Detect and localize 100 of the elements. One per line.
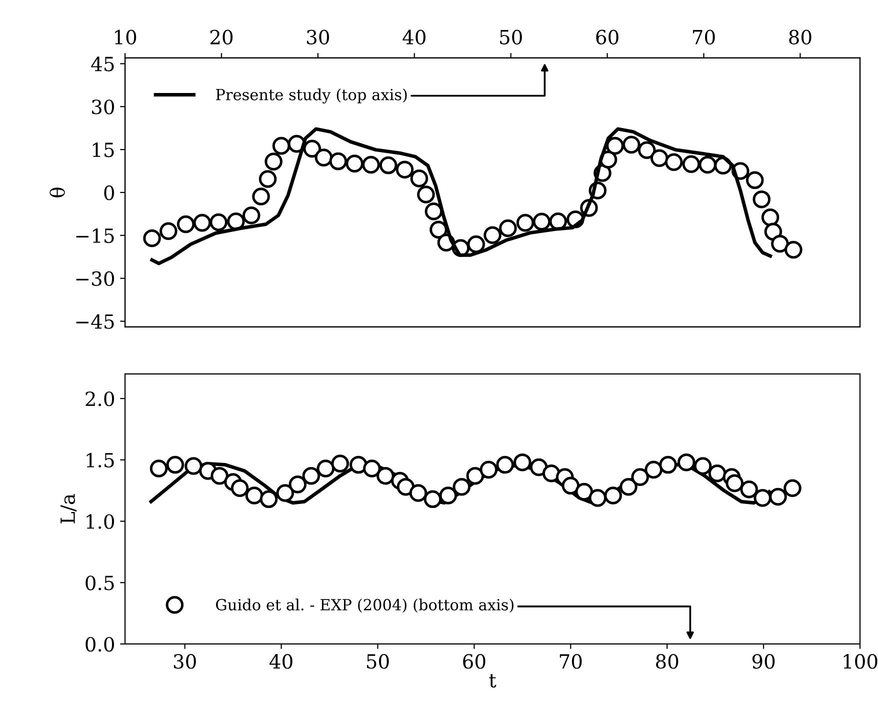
point bbox=[410, 170, 428, 188]
point bbox=[530, 458, 548, 476]
x-tick-label: 80 bbox=[656, 654, 678, 669]
y-tick-label: −15 bbox=[76, 228, 114, 244]
point bbox=[302, 466, 320, 485]
x-tick-label: 40 bbox=[270, 654, 292, 669]
y-tick-label: 30 bbox=[92, 100, 114, 114]
x-tick-label: 60 bbox=[463, 654, 486, 669]
point bbox=[516, 214, 534, 232]
point bbox=[752, 190, 771, 208]
point bbox=[650, 149, 668, 168]
point bbox=[499, 219, 517, 238]
point bbox=[480, 460, 498, 479]
y-axis-title: L/a bbox=[60, 494, 77, 524]
point bbox=[245, 486, 264, 504]
point bbox=[376, 466, 394, 485]
point bbox=[329, 152, 348, 170]
point bbox=[677, 453, 696, 472]
point bbox=[264, 152, 282, 170]
x-tick-label: 30 bbox=[174, 654, 196, 669]
point bbox=[769, 488, 787, 506]
point bbox=[532, 212, 551, 231]
point bbox=[726, 474, 744, 492]
point bbox=[514, 453, 532, 472]
y-tick-label: −30 bbox=[76, 271, 114, 286]
point bbox=[150, 460, 168, 478]
point bbox=[562, 476, 580, 495]
point bbox=[276, 484, 294, 502]
y-tick-label: 0.0 bbox=[86, 636, 114, 652]
point bbox=[484, 226, 502, 244]
point bbox=[424, 490, 442, 508]
point bbox=[272, 136, 290, 155]
point bbox=[193, 214, 212, 232]
point bbox=[242, 206, 260, 224]
x-tick-label: 70 bbox=[560, 654, 582, 669]
point bbox=[452, 478, 471, 496]
point bbox=[288, 476, 307, 494]
point bbox=[761, 208, 780, 226]
point bbox=[396, 160, 414, 178]
point bbox=[439, 486, 458, 504]
point bbox=[771, 234, 789, 253]
point bbox=[314, 148, 333, 166]
point bbox=[496, 456, 514, 474]
point bbox=[694, 457, 712, 475]
point bbox=[230, 479, 249, 497]
point bbox=[682, 155, 700, 174]
point bbox=[160, 222, 178, 240]
y-tick-label: 2.0 bbox=[86, 391, 114, 406]
point bbox=[409, 484, 428, 502]
point bbox=[754, 489, 772, 507]
point bbox=[346, 154, 364, 172]
y-tick-label: 0.5 bbox=[86, 576, 114, 590]
y-tick-label: 1.0 bbox=[86, 514, 114, 529]
x2-tick-label: 70 bbox=[693, 30, 715, 44]
point bbox=[698, 156, 716, 174]
point bbox=[258, 170, 277, 188]
point bbox=[417, 186, 435, 204]
point bbox=[467, 235, 486, 254]
y-tick-label: 15 bbox=[92, 142, 114, 158]
point bbox=[316, 460, 335, 478]
y-tick-label: 1.5 bbox=[86, 452, 114, 468]
point bbox=[606, 136, 624, 155]
point bbox=[631, 468, 649, 486]
point bbox=[303, 140, 322, 158]
y-tick-label: 45 bbox=[91, 56, 114, 72]
point bbox=[379, 156, 398, 174]
point bbox=[252, 188, 270, 206]
point bbox=[784, 240, 802, 259]
point bbox=[210, 466, 228, 485]
point bbox=[644, 460, 662, 479]
point bbox=[363, 460, 381, 478]
point bbox=[176, 215, 195, 234]
x-tick-label: 100 bbox=[844, 654, 878, 669]
point bbox=[784, 479, 802, 497]
x-tick-label: 90 bbox=[752, 654, 775, 669]
y-tick-label: −45 bbox=[76, 314, 114, 329]
point bbox=[638, 141, 656, 160]
y-axis-title: θ bbox=[50, 188, 65, 198]
point bbox=[746, 171, 764, 190]
legend-label: Presente study (top axis) bbox=[216, 88, 407, 104]
point bbox=[260, 490, 278, 508]
x2-tick-label: 10 bbox=[115, 30, 136, 44]
x2-tick-label: 80 bbox=[789, 30, 812, 44]
x2-tick-label: 30 bbox=[307, 30, 330, 44]
point bbox=[620, 478, 638, 496]
point bbox=[588, 489, 607, 507]
point bbox=[362, 156, 380, 174]
point bbox=[466, 466, 484, 485]
point bbox=[166, 456, 184, 474]
point bbox=[331, 454, 350, 472]
x2-tick-label: 40 bbox=[402, 30, 426, 44]
x-tick-label: 50 bbox=[367, 654, 389, 669]
point bbox=[184, 457, 202, 475]
point bbox=[424, 202, 443, 220]
point bbox=[622, 136, 640, 154]
point bbox=[664, 153, 683, 172]
legend-label: Guido et al. - EXP (2004) (bottom axis) bbox=[216, 598, 514, 613]
x2-tick-label: 20 bbox=[210, 30, 233, 44]
y-tick-label: 0 bbox=[104, 185, 114, 200]
point bbox=[708, 464, 726, 482]
